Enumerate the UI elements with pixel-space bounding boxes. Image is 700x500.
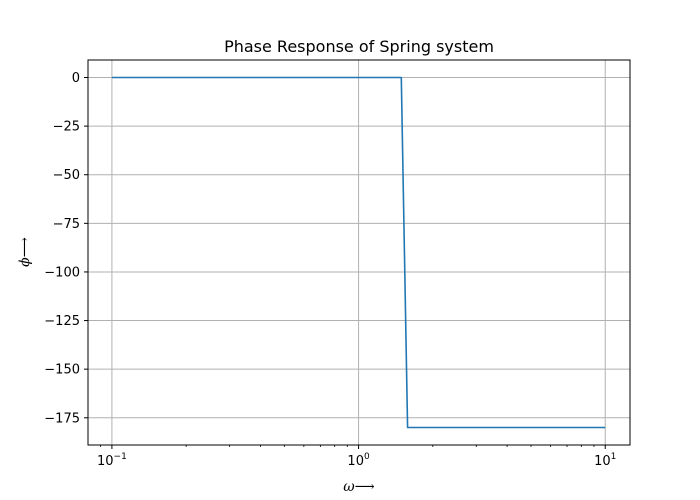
y-axis-label: ϕ⟶ <box>17 237 33 267</box>
y-tick-label: −175 <box>44 411 80 426</box>
y-tick-label: −50 <box>53 168 80 183</box>
y-tick-label: −100 <box>44 265 80 280</box>
plot-frame <box>87 59 631 446</box>
x-tick-label: 10−1 <box>97 452 127 469</box>
series-layer <box>111 76 606 429</box>
y-tick-label: −150 <box>44 363 80 378</box>
phase-series-line <box>111 76 606 429</box>
major-ticks <box>84 77 606 449</box>
y-tick-label: −125 <box>44 314 80 329</box>
y-tick-label: −25 <box>53 120 80 135</box>
y-tick-label: 0 <box>72 71 80 86</box>
x-tick-label: 101 <box>594 452 616 469</box>
x-axis-label: ω⟶ <box>343 479 375 495</box>
chart-title: Phase Response of Spring system <box>224 37 494 56</box>
y-tick-label: −75 <box>53 217 80 232</box>
tick-labels: 10−1 100 101 0 −25 −50 −75 −100 −125 −150 −175 <box>44 71 616 469</box>
x-tick-label: 100 <box>347 452 370 469</box>
